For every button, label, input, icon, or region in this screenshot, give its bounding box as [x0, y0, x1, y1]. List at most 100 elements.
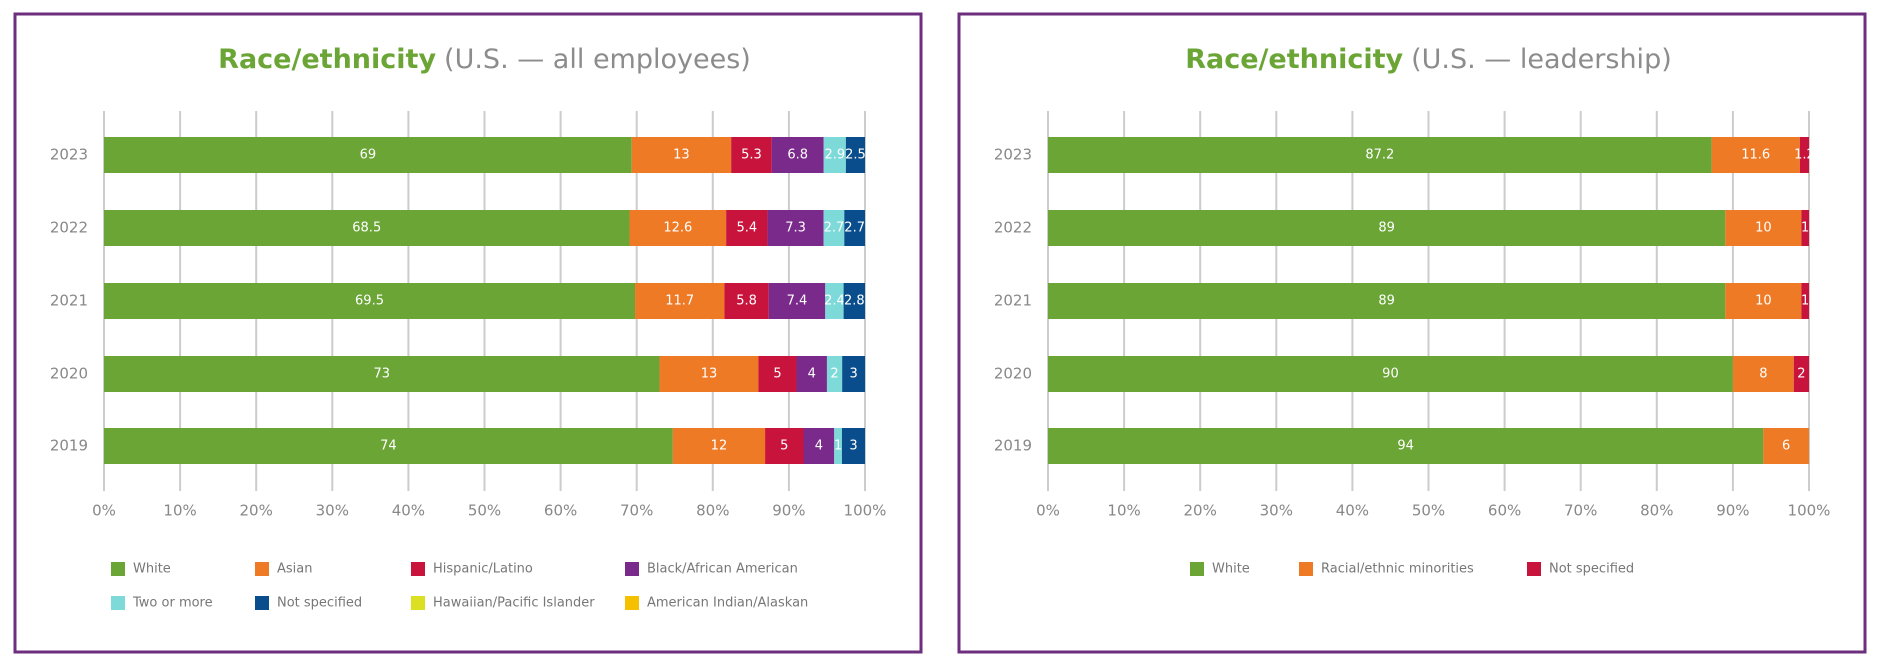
- data-label: 12.6: [663, 221, 692, 236]
- y-tick-label: 2022: [994, 219, 1032, 237]
- bar-segment: [771, 137, 824, 173]
- legend-label: Not specified: [1549, 562, 1634, 577]
- x-tick-label: 90%: [1716, 502, 1749, 520]
- bar-segment: [767, 210, 824, 246]
- data-label: 2.7: [824, 221, 845, 236]
- data-label: 2.5: [845, 148, 866, 163]
- x-tick-label: 70%: [1564, 502, 1597, 520]
- bar-segment: [104, 283, 636, 319]
- data-label: 73: [373, 367, 390, 382]
- y-tick-label: 2019: [994, 437, 1032, 455]
- bar-segment: [104, 428, 673, 464]
- bar-segment: [1793, 356, 1809, 392]
- legend-swatch: [1299, 562, 1313, 576]
- x-tick-label: 100%: [1788, 502, 1831, 520]
- data-label: 12: [711, 439, 728, 454]
- x-tick-label: 0%: [1036, 502, 1060, 520]
- bar-segment: [1048, 137, 1712, 173]
- legend-swatch: [411, 562, 425, 576]
- legend-label: Racial/ethnic minorities: [1321, 562, 1474, 577]
- bar-segment: [631, 137, 732, 173]
- legend-label: Hispanic/Latino: [433, 562, 533, 577]
- legend-label: White: [133, 562, 171, 577]
- bar-segment: [635, 283, 725, 319]
- data-label: 94: [1397, 439, 1414, 454]
- bar-segment: [659, 356, 759, 392]
- bar-segment: [844, 210, 865, 246]
- x-tick-label: 50%: [1412, 502, 1445, 520]
- data-label: 69.5: [355, 294, 384, 309]
- data-label: 2.4: [824, 294, 845, 309]
- data-label: 3: [849, 439, 857, 454]
- data-label: 4: [808, 367, 816, 382]
- y-tick-label: 2021: [50, 292, 88, 310]
- legend-label: Asian: [277, 562, 312, 577]
- data-label: 2: [1797, 367, 1805, 382]
- chart-title: Race/ethnicity (U.S. — leadership): [1185, 44, 1672, 75]
- x-tick-label: 90%: [772, 502, 805, 520]
- bar-segment: [823, 210, 845, 246]
- bar-segment: [724, 283, 769, 319]
- y-tick-label: 2021: [994, 292, 1032, 310]
- bar-segment: [841, 428, 865, 464]
- bar-segment: [765, 428, 804, 464]
- bar-segment: [1801, 283, 1809, 319]
- bar-segment: [768, 283, 826, 319]
- data-label: 89: [1378, 294, 1395, 309]
- bar-segment: [1048, 283, 1726, 319]
- bar-segment: [1801, 210, 1809, 246]
- data-label: 68.5: [352, 221, 381, 236]
- bar-segment: [1711, 137, 1800, 173]
- legend-label: American Indian/Alaskan: [647, 596, 808, 611]
- chart-title: Race/ethnicity (U.S. — all employees): [218, 44, 751, 75]
- bar-segment: [842, 356, 865, 392]
- x-tick-label: 20%: [1184, 502, 1217, 520]
- title-sub: (U.S. — leadership): [1411, 44, 1672, 75]
- data-label: 1: [1801, 294, 1809, 309]
- data-label: 5.3: [741, 148, 762, 163]
- bar-segment: [796, 356, 827, 392]
- y-tick-label: 2020: [994, 365, 1032, 383]
- x-tick-label: 40%: [392, 502, 425, 520]
- bar-segment: [758, 356, 797, 392]
- legend-label: Not specified: [277, 596, 362, 611]
- data-label: 2: [830, 367, 838, 382]
- x-tick-label: 70%: [620, 502, 653, 520]
- bar-segment: [1048, 428, 1764, 464]
- x-tick-label: 10%: [1107, 502, 1140, 520]
- x-tick-label: 30%: [316, 502, 349, 520]
- panel-border: [13, 12, 923, 654]
- x-tick-label: 80%: [1640, 502, 1673, 520]
- data-label: 87.2: [1365, 148, 1394, 163]
- data-label: 2.9: [824, 148, 845, 163]
- legend-swatch: [411, 596, 425, 610]
- legend-swatch: [1527, 562, 1541, 576]
- data-label: 1.2: [1794, 148, 1815, 163]
- data-label: 10: [1755, 221, 1772, 236]
- legend-label: Two or more: [132, 596, 213, 611]
- bar-segment: [629, 210, 727, 246]
- bar-segment: [803, 428, 835, 464]
- legend-swatch: [625, 596, 639, 610]
- legend-swatch: [1190, 562, 1204, 576]
- data-label: 7.3: [785, 221, 806, 236]
- x-tick-label: 60%: [1488, 502, 1521, 520]
- bar-segment: [825, 283, 844, 319]
- y-tick-label: 2023: [50, 146, 88, 164]
- legend-swatch: [255, 596, 269, 610]
- bar-segment: [1799, 137, 1809, 173]
- data-label: 5.4: [737, 221, 758, 236]
- data-label: 3: [849, 367, 857, 382]
- data-label: 74: [380, 439, 397, 454]
- bar-segment: [1048, 210, 1726, 246]
- title-main: Race/ethnicity: [1185, 44, 1403, 75]
- x-tick-label: 80%: [696, 502, 729, 520]
- x-tick-label: 30%: [1260, 502, 1293, 520]
- data-label: 69: [360, 148, 377, 163]
- legend-swatch: [111, 562, 125, 576]
- legend-swatch: [255, 562, 269, 576]
- y-tick-label: 2023: [994, 146, 1032, 164]
- bar-segment: [845, 137, 865, 173]
- data-label: 89: [1378, 221, 1395, 236]
